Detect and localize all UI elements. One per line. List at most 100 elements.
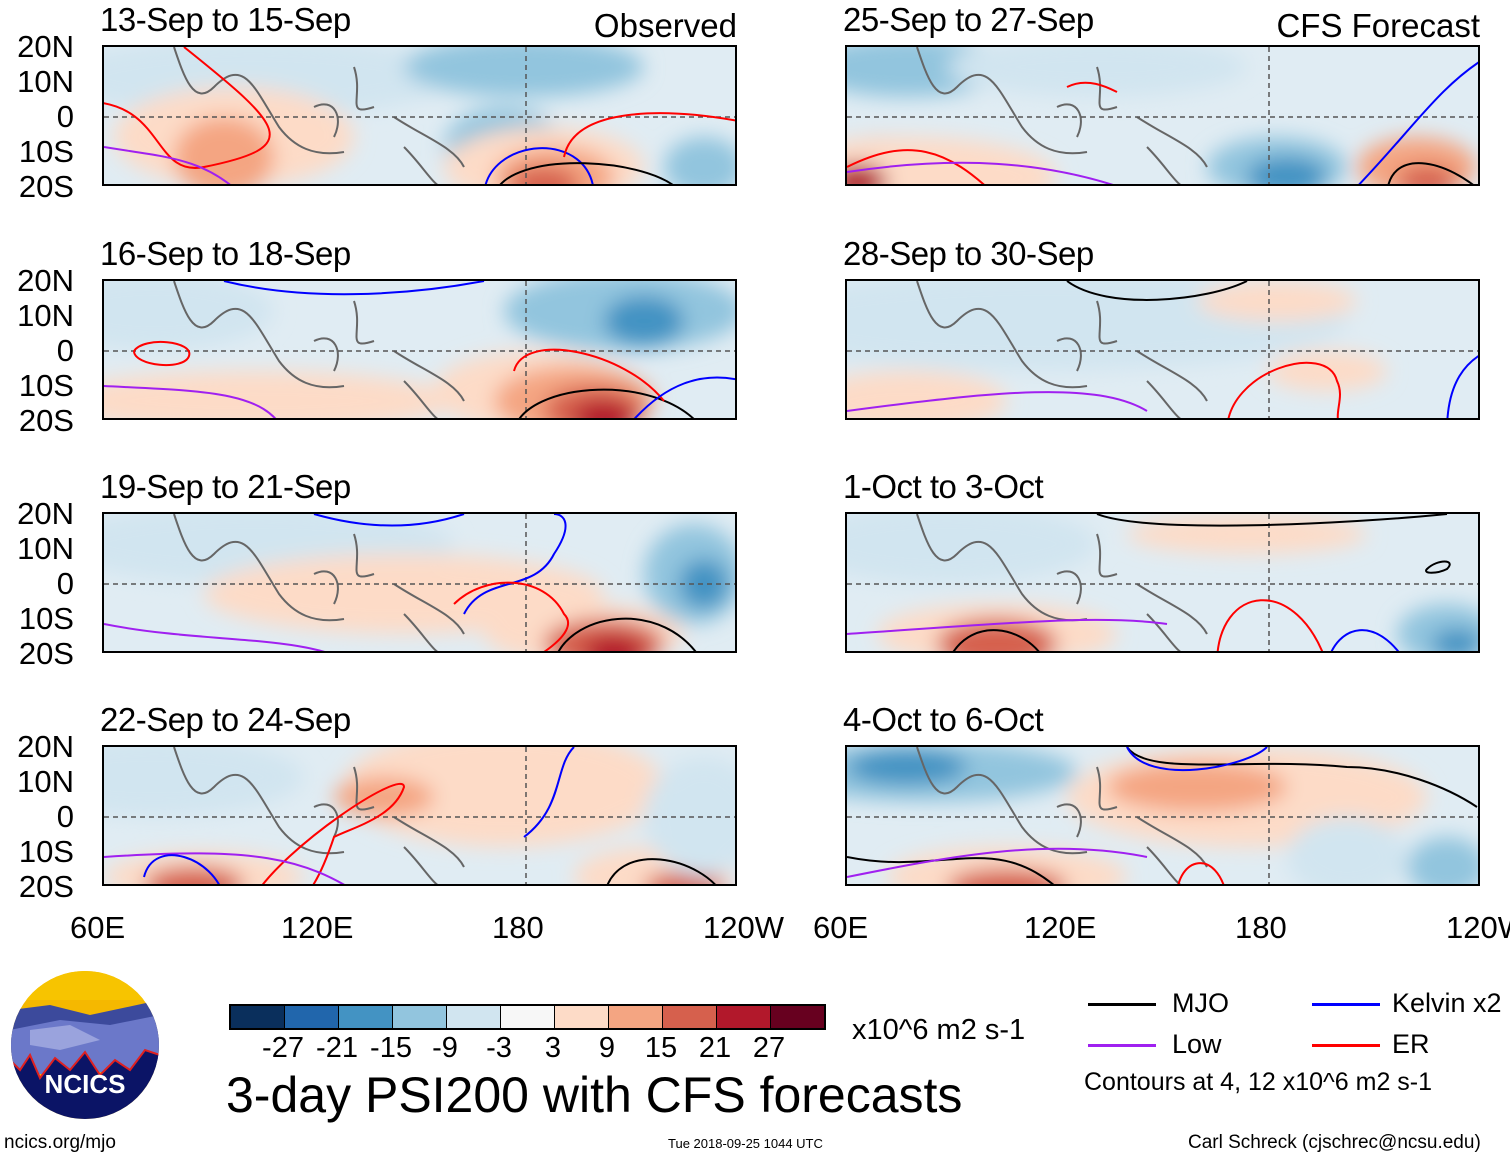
contour-line	[500, 162, 673, 184]
colorbar-label: -3	[486, 1032, 512, 1064]
anomaly-shading	[847, 749, 967, 785]
contour-line	[453, 581, 569, 651]
map-panel	[845, 279, 1480, 420]
colorbar-swatch	[555, 1006, 609, 1028]
coastline	[173, 281, 465, 418]
colorbar-label: -27	[262, 1032, 304, 1064]
y-tick-label: 10N	[17, 64, 74, 99]
contour-line	[847, 618, 1168, 635]
colorbar-swatch	[231, 1006, 285, 1028]
contour-line	[1126, 747, 1478, 808]
legend-mjo-line	[1088, 1003, 1156, 1006]
panel-title: 28-Sep to 30-Sep	[843, 235, 1094, 272]
y-tick-label: 10N	[17, 298, 74, 333]
contour-line	[847, 149, 985, 184]
ncics-logo: NCICS	[11, 971, 159, 1119]
panel-title: 1-Oct to 3-Oct	[843, 468, 1044, 505]
contour-line	[104, 623, 325, 651]
panel-title: 22-Sep to 24-Sep	[100, 701, 351, 738]
anomaly-shading	[1197, 281, 1357, 321]
contour-line	[1066, 81, 1118, 93]
contour-line	[1096, 514, 1448, 527]
contour-line	[523, 747, 575, 838]
coastline	[916, 514, 1208, 651]
x-tick-label: 60E	[70, 910, 126, 945]
colorbar-units: x10^6 m2 s-1	[852, 1014, 1026, 1046]
footer-url[interactable]: ncics.org/mjo	[4, 1132, 116, 1153]
anomaly-shading	[574, 401, 634, 418]
contour-line	[519, 388, 694, 418]
colorbar-swatch	[339, 1006, 393, 1028]
x-tick-label: 180	[1235, 910, 1287, 945]
footer-timestamp: Tue 2018-09-25 1044 UTC	[668, 1136, 823, 1151]
anomaly-shading	[847, 164, 887, 184]
contour-line	[1425, 560, 1451, 574]
anomaly-shading	[1107, 762, 1287, 812]
contour-note: Contours at 4, 12 x10^6 m2 s-1	[1084, 1068, 1433, 1096]
panel-source-tag: CFS Forecast	[1276, 7, 1480, 44]
x-tick-label: 60E	[813, 910, 869, 945]
anomaly-shading	[887, 847, 1127, 884]
map-panel	[102, 745, 737, 886]
anomaly-shading	[847, 137, 1057, 184]
contour-line	[463, 514, 567, 615]
panel-title: 25-Sep to 27-Sep	[843, 1, 1094, 38]
y-tick-label: 20N	[17, 496, 74, 531]
x-tick-label: 120E	[281, 910, 354, 945]
contour-line	[1066, 281, 1248, 301]
map-panel	[845, 745, 1480, 886]
contour-line	[563, 112, 735, 158]
legend-kelvin-line	[1312, 1003, 1380, 1006]
anomaly-shading	[937, 619, 1057, 651]
x-tick-label: 120E	[1024, 910, 1097, 945]
anomaly-shading	[344, 747, 664, 847]
contour-line	[1177, 862, 1225, 884]
y-tick-label: 10S	[18, 134, 74, 169]
x-tick-label: 120W	[703, 910, 784, 945]
map-panel	[102, 45, 737, 186]
contour-line	[1126, 747, 1268, 772]
coastline	[173, 747, 465, 884]
colorbar-label: -21	[316, 1032, 358, 1064]
contour-line	[847, 391, 1148, 412]
legend-er-line	[1312, 1044, 1380, 1047]
colorbar-label: -15	[370, 1032, 412, 1064]
y-tick-label: 10N	[17, 764, 74, 799]
colorbar-label: 27	[752, 1032, 786, 1064]
anomaly-shading	[1287, 817, 1407, 884]
contour-line	[1330, 629, 1400, 651]
contour-line	[633, 376, 735, 418]
colorbar-swatch	[501, 1006, 555, 1028]
colorbar-swatch	[663, 1006, 717, 1028]
coastline	[916, 281, 1208, 418]
y-tick-label: 20N	[17, 29, 74, 64]
contour-line	[104, 852, 345, 884]
y-tick-label: 20N	[17, 729, 74, 764]
colorbar-swatch	[393, 1006, 447, 1028]
contour-line	[847, 856, 1055, 884]
y-tick-label: 0	[56, 799, 74, 834]
contour-line	[847, 847, 1148, 878]
contour-line	[104, 385, 277, 418]
contour-line	[313, 514, 465, 527]
contour-line	[1216, 599, 1323, 651]
contour-line	[607, 858, 716, 884]
panel-title: 16-Sep to 18-Sep	[100, 235, 351, 272]
y-tick-label: 0	[56, 566, 74, 601]
anomaly-shading	[509, 167, 579, 184]
colorbar-label: 3	[544, 1032, 562, 1064]
colorbar-label: -9	[432, 1032, 458, 1064]
panel-source-tag: Observed	[593, 7, 737, 44]
anomaly-shading	[1432, 629, 1478, 651]
contour-line	[485, 147, 594, 184]
anomaly-shading	[1397, 166, 1457, 184]
map-panel	[845, 45, 1480, 186]
colorbar-swatch	[285, 1006, 339, 1028]
contour-line	[262, 783, 406, 884]
panel-title: 19-Sep to 21-Sep	[100, 468, 351, 505]
contour-line	[133, 340, 191, 367]
legend-low-label: Low	[1172, 1029, 1222, 1059]
y-tick-label: 0	[56, 99, 74, 134]
anomaly-shading	[104, 371, 454, 418]
contour-line	[952, 629, 1040, 651]
